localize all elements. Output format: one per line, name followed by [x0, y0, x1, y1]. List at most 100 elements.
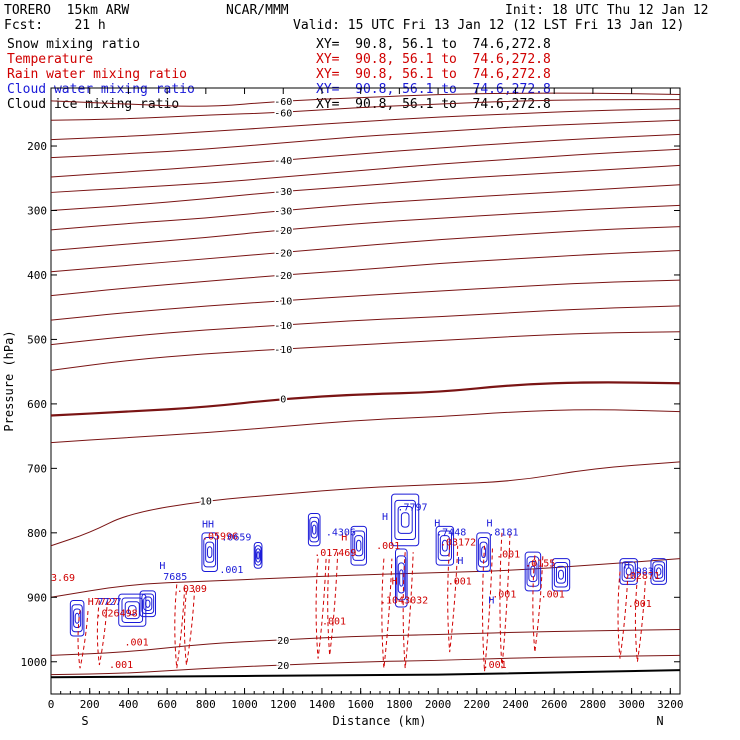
isotherm-line: [50, 331, 681, 371]
rain-water-contour: [96, 600, 108, 666]
cloud-water-contour: [441, 539, 448, 552]
cloud-water-label: H: [382, 512, 388, 523]
x-end-label-left: S: [81, 714, 88, 728]
rain-water-contour: [402, 552, 414, 669]
y-tick-label: 300: [27, 204, 47, 217]
isotherm-label: 20: [277, 661, 289, 672]
isotherm-line: [50, 204, 681, 251]
rain-label: H: [341, 533, 347, 544]
rain-label: .001: [628, 599, 652, 610]
y-tick-label: 700: [27, 462, 47, 475]
rain-label: .001: [483, 660, 507, 671]
field-name: Temperature: [7, 52, 94, 67]
plot-frame: [50, 87, 681, 695]
cloud-water-label: H: [624, 560, 630, 571]
rain-label: 3.69: [51, 573, 75, 584]
field-xy-range: XY= 90.8, 56.1 to 74.6,272.8: [316, 67, 551, 82]
cloud-water-contour: [201, 532, 218, 573]
rain-water-contour: [617, 571, 629, 659]
y-tick-label: 1000: [21, 656, 48, 669]
field-xy-range: XY= 90.8, 56.1 to 74.6,272.8: [316, 82, 551, 97]
terrain-line: [50, 669, 681, 679]
x-tick-label: 2200: [464, 698, 491, 711]
cloud-water-contour: [656, 567, 662, 576]
x-tick-label: 0: [48, 698, 55, 711]
cloud-water-contour: [352, 530, 366, 561]
rain-water-contour: [634, 577, 646, 662]
cloud-water-contour: [71, 604, 83, 633]
cloud-water-contour: [145, 599, 151, 608]
isotherm-line: [50, 226, 681, 273]
isotherm-label: -10: [274, 345, 292, 356]
cloud-water-label: .7797: [397, 502, 427, 513]
cloud-water-label: HH: [202, 520, 214, 531]
isotherm-label: -20: [274, 226, 292, 237]
x-tick-label: 2400: [502, 698, 529, 711]
cloud-water-contour: [312, 524, 317, 535]
rain-water-contour: [184, 590, 195, 666]
cloud-water-label: H: [488, 596, 494, 607]
cloud-water-contour: [69, 600, 85, 637]
cloud-water-contour: [307, 512, 321, 547]
rain-label: .001: [322, 616, 346, 627]
rain-label: .05996: [202, 531, 238, 542]
y-tick-label: 400: [27, 269, 47, 282]
cloud-water-label: H: [434, 518, 440, 529]
x-tick-label: 1400: [309, 698, 336, 711]
isotherm-line: [50, 108, 681, 141]
cloud-water-contour: [124, 601, 140, 620]
isotherm-label: -20: [274, 271, 292, 282]
isotherm-label: 10: [200, 497, 212, 508]
center-title: NCAR/MMM: [226, 3, 289, 18]
isotherm-line: [50, 279, 681, 321]
cloud-water-label: H: [486, 518, 492, 529]
valid-time: Valid: 15 UTC Fri 13 Jan 12 (12 LST Fri …: [293, 18, 685, 33]
field-name: Rain water mixing ratio: [7, 67, 188, 82]
cloud-water-label: .001: [219, 565, 243, 576]
cloud-water-label: .0659: [221, 533, 251, 544]
cloud-water-contour: [205, 541, 215, 563]
cloud-water-contour: [253, 542, 263, 569]
field-name: Snow mixing ratio: [7, 37, 141, 52]
isotherm-label: -30: [274, 206, 292, 217]
x-axis-title: Distance (km): [333, 714, 427, 728]
cloud-water-contour: [558, 569, 564, 580]
rain-water-contour: [499, 532, 511, 669]
cloud-water-contour: [255, 548, 261, 563]
cloud-water-contour: [391, 493, 420, 547]
cloud-water-contour: [400, 512, 410, 528]
x-tick-label: 1800: [386, 698, 413, 711]
x-tick-label: 2800: [580, 698, 607, 711]
cloud-water-contour: [479, 541, 488, 563]
isotherm-line: [50, 629, 681, 656]
x-tick-label: 200: [80, 698, 100, 711]
isotherm-line: [50, 409, 681, 444]
y-tick-label: 800: [27, 527, 47, 540]
cloud-water-label: 7685: [163, 572, 187, 583]
cloud-water-contour: [437, 530, 452, 561]
cloud-water-label: .983: [630, 567, 654, 578]
cloud-water-contour: [309, 516, 320, 543]
cloud-water-contour: [555, 565, 567, 584]
cloud-water-contour: [399, 569, 404, 587]
rain-label: .017469: [314, 548, 356, 559]
rain-water-contour: [77, 610, 89, 669]
rain-label: .03172: [440, 538, 476, 549]
isotherm-line: [50, 99, 680, 121]
rain-label: .001: [109, 660, 133, 671]
cloud-water-contour: [356, 539, 362, 552]
field-name: Cloud water mixing ratio: [7, 82, 195, 97]
cloud-water-label: .7448: [436, 527, 466, 538]
rain-label: H7727: [88, 597, 118, 608]
isotherm-line: [50, 249, 681, 297]
cloud-water-contour: [141, 593, 155, 615]
rain-label: .0309: [177, 584, 207, 595]
isotherm-line: [50, 92, 681, 107]
cloud-water-contour: [143, 596, 153, 611]
cloud-water-label: .4306: [326, 527, 356, 538]
isotherm-label: -30: [274, 187, 292, 198]
y-tick-label: 600: [27, 398, 47, 411]
rain-water-contour: [327, 552, 339, 656]
cloud-water-contour: [310, 520, 318, 539]
